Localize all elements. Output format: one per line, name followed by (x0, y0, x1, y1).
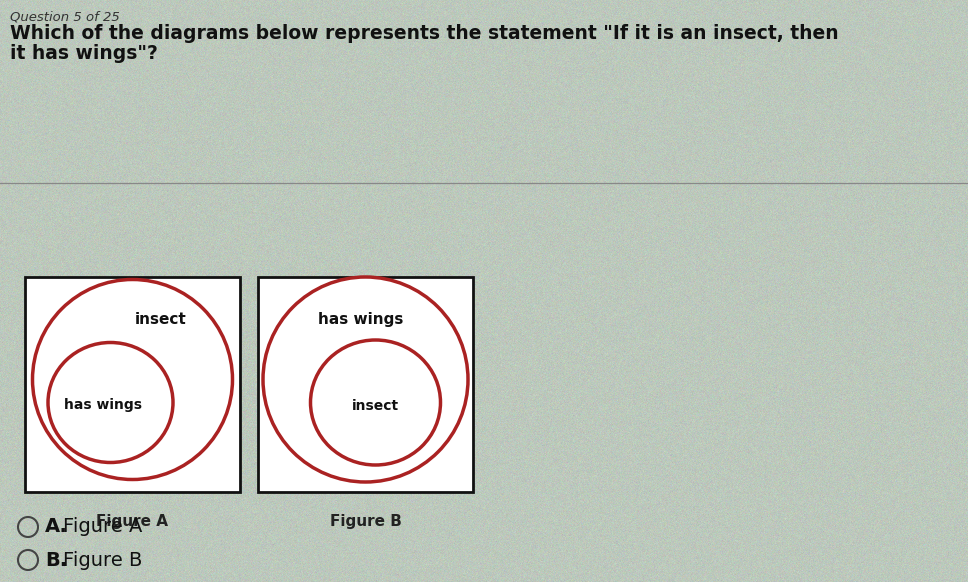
Ellipse shape (48, 342, 173, 463)
Text: insect: insect (352, 399, 399, 413)
Text: insect: insect (135, 312, 187, 327)
Text: Figure B: Figure B (63, 551, 142, 570)
Ellipse shape (311, 340, 440, 465)
Ellipse shape (263, 277, 468, 482)
Text: A.: A. (45, 517, 68, 537)
Text: Which of the diagrams below represents the statement "If it is an insect, then: Which of the diagrams below represents t… (10, 24, 838, 43)
Text: Figure B: Figure B (329, 514, 402, 529)
Text: Figure A: Figure A (63, 517, 142, 537)
Text: it has wings"?: it has wings"? (10, 44, 158, 63)
Text: has wings: has wings (64, 398, 141, 411)
Bar (25, 277, 240, 492)
Text: Figure A: Figure A (97, 514, 168, 529)
Ellipse shape (33, 279, 232, 480)
Text: B.: B. (45, 551, 67, 570)
Text: Question 5 of 25: Question 5 of 25 (10, 10, 120, 23)
Text: has wings: has wings (318, 312, 404, 327)
Bar (258, 277, 473, 492)
